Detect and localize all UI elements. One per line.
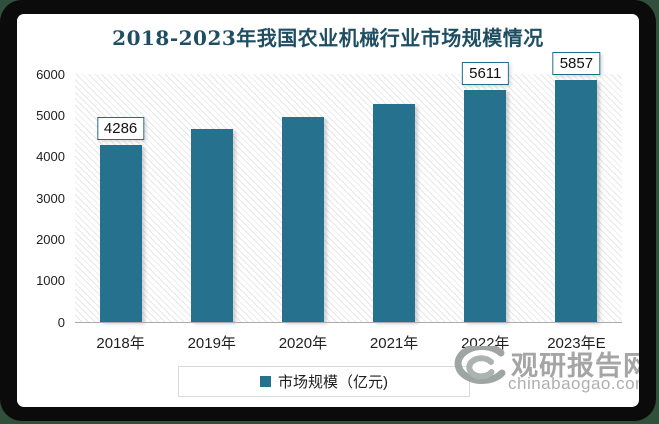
bar-2021年 (373, 104, 416, 322)
chart-canvas: 2018-2023年我国农业机械行业市场规模情况 0 1000 2000 3000 40… (17, 14, 639, 407)
x-tick-label-2020年: 2020年 (278, 335, 328, 352)
y-tick-label: 1000 (36, 273, 65, 289)
x-axis-line (75, 322, 622, 323)
y-tick-label: 4000 (36, 149, 65, 165)
x-tick-label-2021年: 2021年 (369, 335, 419, 352)
bar-2018年 (99, 144, 142, 322)
bar-2020年 (281, 116, 324, 322)
y-tick-label: 6000 (36, 66, 65, 82)
x-tick-label-2022年: 2022年 (461, 335, 510, 352)
y-tick-label: 3000 (36, 190, 65, 206)
legend-marker-swatch (260, 376, 271, 387)
value-label-2022年: 5611 (462, 62, 509, 86)
x-tick-label-2018年: 2018年 (96, 335, 145, 352)
plot-area: 4286 5611 5857 (75, 51, 622, 322)
bar-2023年E (555, 79, 598, 322)
value-label-2018年: 4286 (96, 116, 145, 140)
x-tick-label-2023年E: 2023年E (547, 335, 606, 352)
bar-2022年 (464, 90, 507, 322)
bar-2019年 (190, 128, 233, 322)
y-tick-label: 2000 (36, 231, 65, 247)
legend: 市场规模（亿元) (178, 366, 470, 397)
value-label-2023年E: 5857 (552, 51, 601, 75)
watermark-site-text: chinabaogao.com (508, 374, 639, 393)
x-tick-label-2019年: 2019年 (187, 335, 236, 352)
y-tick-label: 5000 (36, 107, 65, 123)
legend-label: 市场规模（亿元) (278, 374, 388, 391)
y-tick-label: 0 (57, 314, 65, 330)
chart-title: 2018-2023年我国农业机械行业市场规模情况 (112, 26, 544, 50)
